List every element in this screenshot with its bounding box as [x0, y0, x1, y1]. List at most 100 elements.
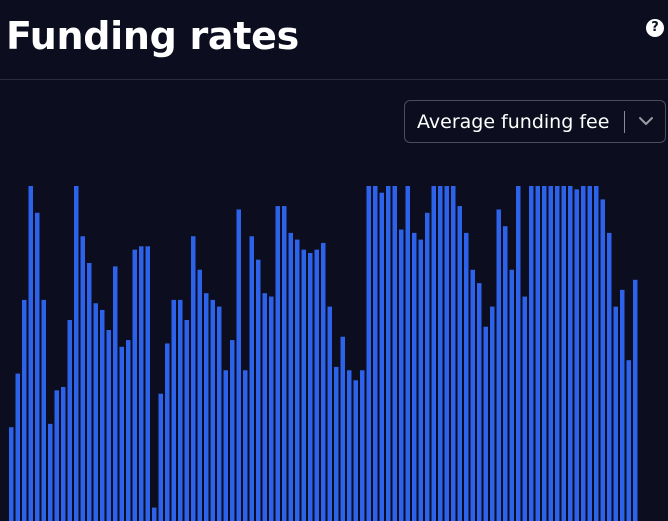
- chart-bar[interactable]: [236, 209, 242, 521]
- chart-bar[interactable]: [633, 279, 638, 521]
- chart-bar[interactable]: [457, 206, 463, 521]
- chart-bar[interactable]: [48, 423, 53, 521]
- chart-bar[interactable]: [529, 186, 534, 521]
- chart-bar[interactable]: [548, 186, 554, 521]
- chart-bar[interactable]: [87, 263, 92, 521]
- chart-bar[interactable]: [477, 283, 482, 521]
- chevron-down-icon[interactable]: [637, 114, 655, 128]
- chart-bar[interactable]: [327, 306, 333, 521]
- chart-bar[interactable]: [67, 320, 73, 521]
- chart-bar[interactable]: [139, 246, 144, 521]
- chart-bar[interactable]: [28, 186, 34, 521]
- chart-bar[interactable]: [366, 186, 372, 521]
- chart-bar[interactable]: [522, 296, 528, 521]
- chart-bar[interactable]: [425, 212, 430, 521]
- chart-bar[interactable]: [451, 186, 456, 521]
- chart-bar[interactable]: [438, 186, 443, 521]
- chart-bar[interactable]: [555, 186, 560, 521]
- chart-bar[interactable]: [509, 269, 515, 521]
- chart-bar[interactable]: [74, 186, 79, 521]
- chart-bar[interactable]: [607, 232, 612, 521]
- chart-bar[interactable]: [561, 186, 567, 521]
- chart-bar[interactable]: [230, 340, 235, 521]
- chart-bar[interactable]: [535, 186, 541, 521]
- chart-bar[interactable]: [41, 299, 47, 521]
- chart-bar[interactable]: [600, 199, 606, 521]
- chart-bar[interactable]: [464, 232, 469, 521]
- chart-bar[interactable]: [347, 370, 352, 521]
- chart-bar[interactable]: [191, 236, 196, 521]
- chart-bar[interactable]: [217, 306, 222, 521]
- chart-bar[interactable]: [100, 309, 105, 521]
- chart-bar[interactable]: [574, 189, 580, 521]
- chart-bar[interactable]: [243, 370, 248, 521]
- chart-bar[interactable]: [282, 206, 287, 521]
- chart-bar[interactable]: [275, 206, 281, 521]
- chart-bar[interactable]: [321, 242, 326, 521]
- chart-bar[interactable]: [204, 293, 209, 521]
- chart-bar[interactable]: [54, 390, 60, 521]
- chart-bar[interactable]: [106, 330, 112, 521]
- chart-bar[interactable]: [223, 370, 229, 521]
- chart-bar[interactable]: [334, 366, 339, 521]
- chart-bar[interactable]: [516, 186, 521, 521]
- chart-bar[interactable]: [152, 507, 157, 521]
- chart-bar[interactable]: [184, 320, 190, 521]
- chart-bar[interactable]: [626, 360, 632, 521]
- chart-bar[interactable]: [113, 266, 118, 521]
- chart-bar[interactable]: [314, 249, 320, 521]
- chart-bar[interactable]: [353, 380, 359, 521]
- chart-bar[interactable]: [145, 246, 151, 521]
- chart-bar[interactable]: [581, 186, 586, 521]
- chart-bar[interactable]: [386, 186, 391, 521]
- chart-bar[interactable]: [288, 232, 294, 521]
- chart-bar[interactable]: [126, 340, 131, 521]
- chart-bar[interactable]: [587, 186, 593, 521]
- chart-bar[interactable]: [158, 393, 164, 521]
- chart-bar[interactable]: [503, 226, 508, 521]
- question-circle-icon[interactable]: ?: [646, 19, 664, 37]
- chart-bar[interactable]: [496, 209, 502, 521]
- chart-bar[interactable]: [379, 192, 385, 521]
- chart-bar[interactable]: [392, 186, 398, 521]
- chart-bar[interactable]: [399, 229, 404, 521]
- chart-bar[interactable]: [119, 346, 125, 521]
- chart-bar[interactable]: [568, 186, 573, 521]
- chart-bar[interactable]: [165, 343, 170, 521]
- chart-bar[interactable]: [373, 186, 378, 521]
- chart-bar[interactable]: [171, 299, 177, 521]
- chart-bar[interactable]: [93, 303, 99, 521]
- chart-bar[interactable]: [405, 186, 411, 521]
- chart-bar[interactable]: [61, 387, 66, 521]
- chart-bar[interactable]: [256, 259, 261, 521]
- chart-bar[interactable]: [197, 269, 203, 521]
- chart-bar[interactable]: [15, 373, 21, 521]
- chart-bar[interactable]: [308, 253, 313, 521]
- chart-bar[interactable]: [132, 249, 138, 521]
- chart-bar[interactable]: [249, 236, 255, 521]
- chart-bar[interactable]: [269, 296, 274, 521]
- chart-bar[interactable]: [210, 299, 216, 521]
- chart-bar[interactable]: [340, 336, 346, 521]
- chart-bar[interactable]: [620, 289, 625, 521]
- chart-bar[interactable]: [9, 427, 14, 521]
- chart-bar[interactable]: [301, 249, 307, 521]
- chart-bar[interactable]: [360, 370, 365, 521]
- chart-bar[interactable]: [594, 186, 599, 521]
- chart-bar[interactable]: [35, 212, 40, 521]
- chart-bar[interactable]: [431, 186, 437, 521]
- chart-bar[interactable]: [613, 306, 619, 521]
- chart-bar[interactable]: [22, 299, 27, 521]
- chart-bar[interactable]: [295, 239, 300, 521]
- chart-bar[interactable]: [178, 299, 183, 521]
- chart-bar[interactable]: [470, 269, 476, 521]
- chart-bar[interactable]: [418, 239, 424, 521]
- chart-bar[interactable]: [80, 236, 86, 521]
- chart-bar[interactable]: [262, 293, 268, 521]
- chart-bar[interactable]: [444, 186, 450, 521]
- chart-bar[interactable]: [483, 326, 489, 521]
- chart-bar[interactable]: [490, 306, 495, 521]
- chart-bar[interactable]: [542, 186, 547, 521]
- funding-metric-dropdown[interactable]: Average funding fee: [404, 100, 666, 143]
- chart-bar[interactable]: [412, 232, 417, 521]
